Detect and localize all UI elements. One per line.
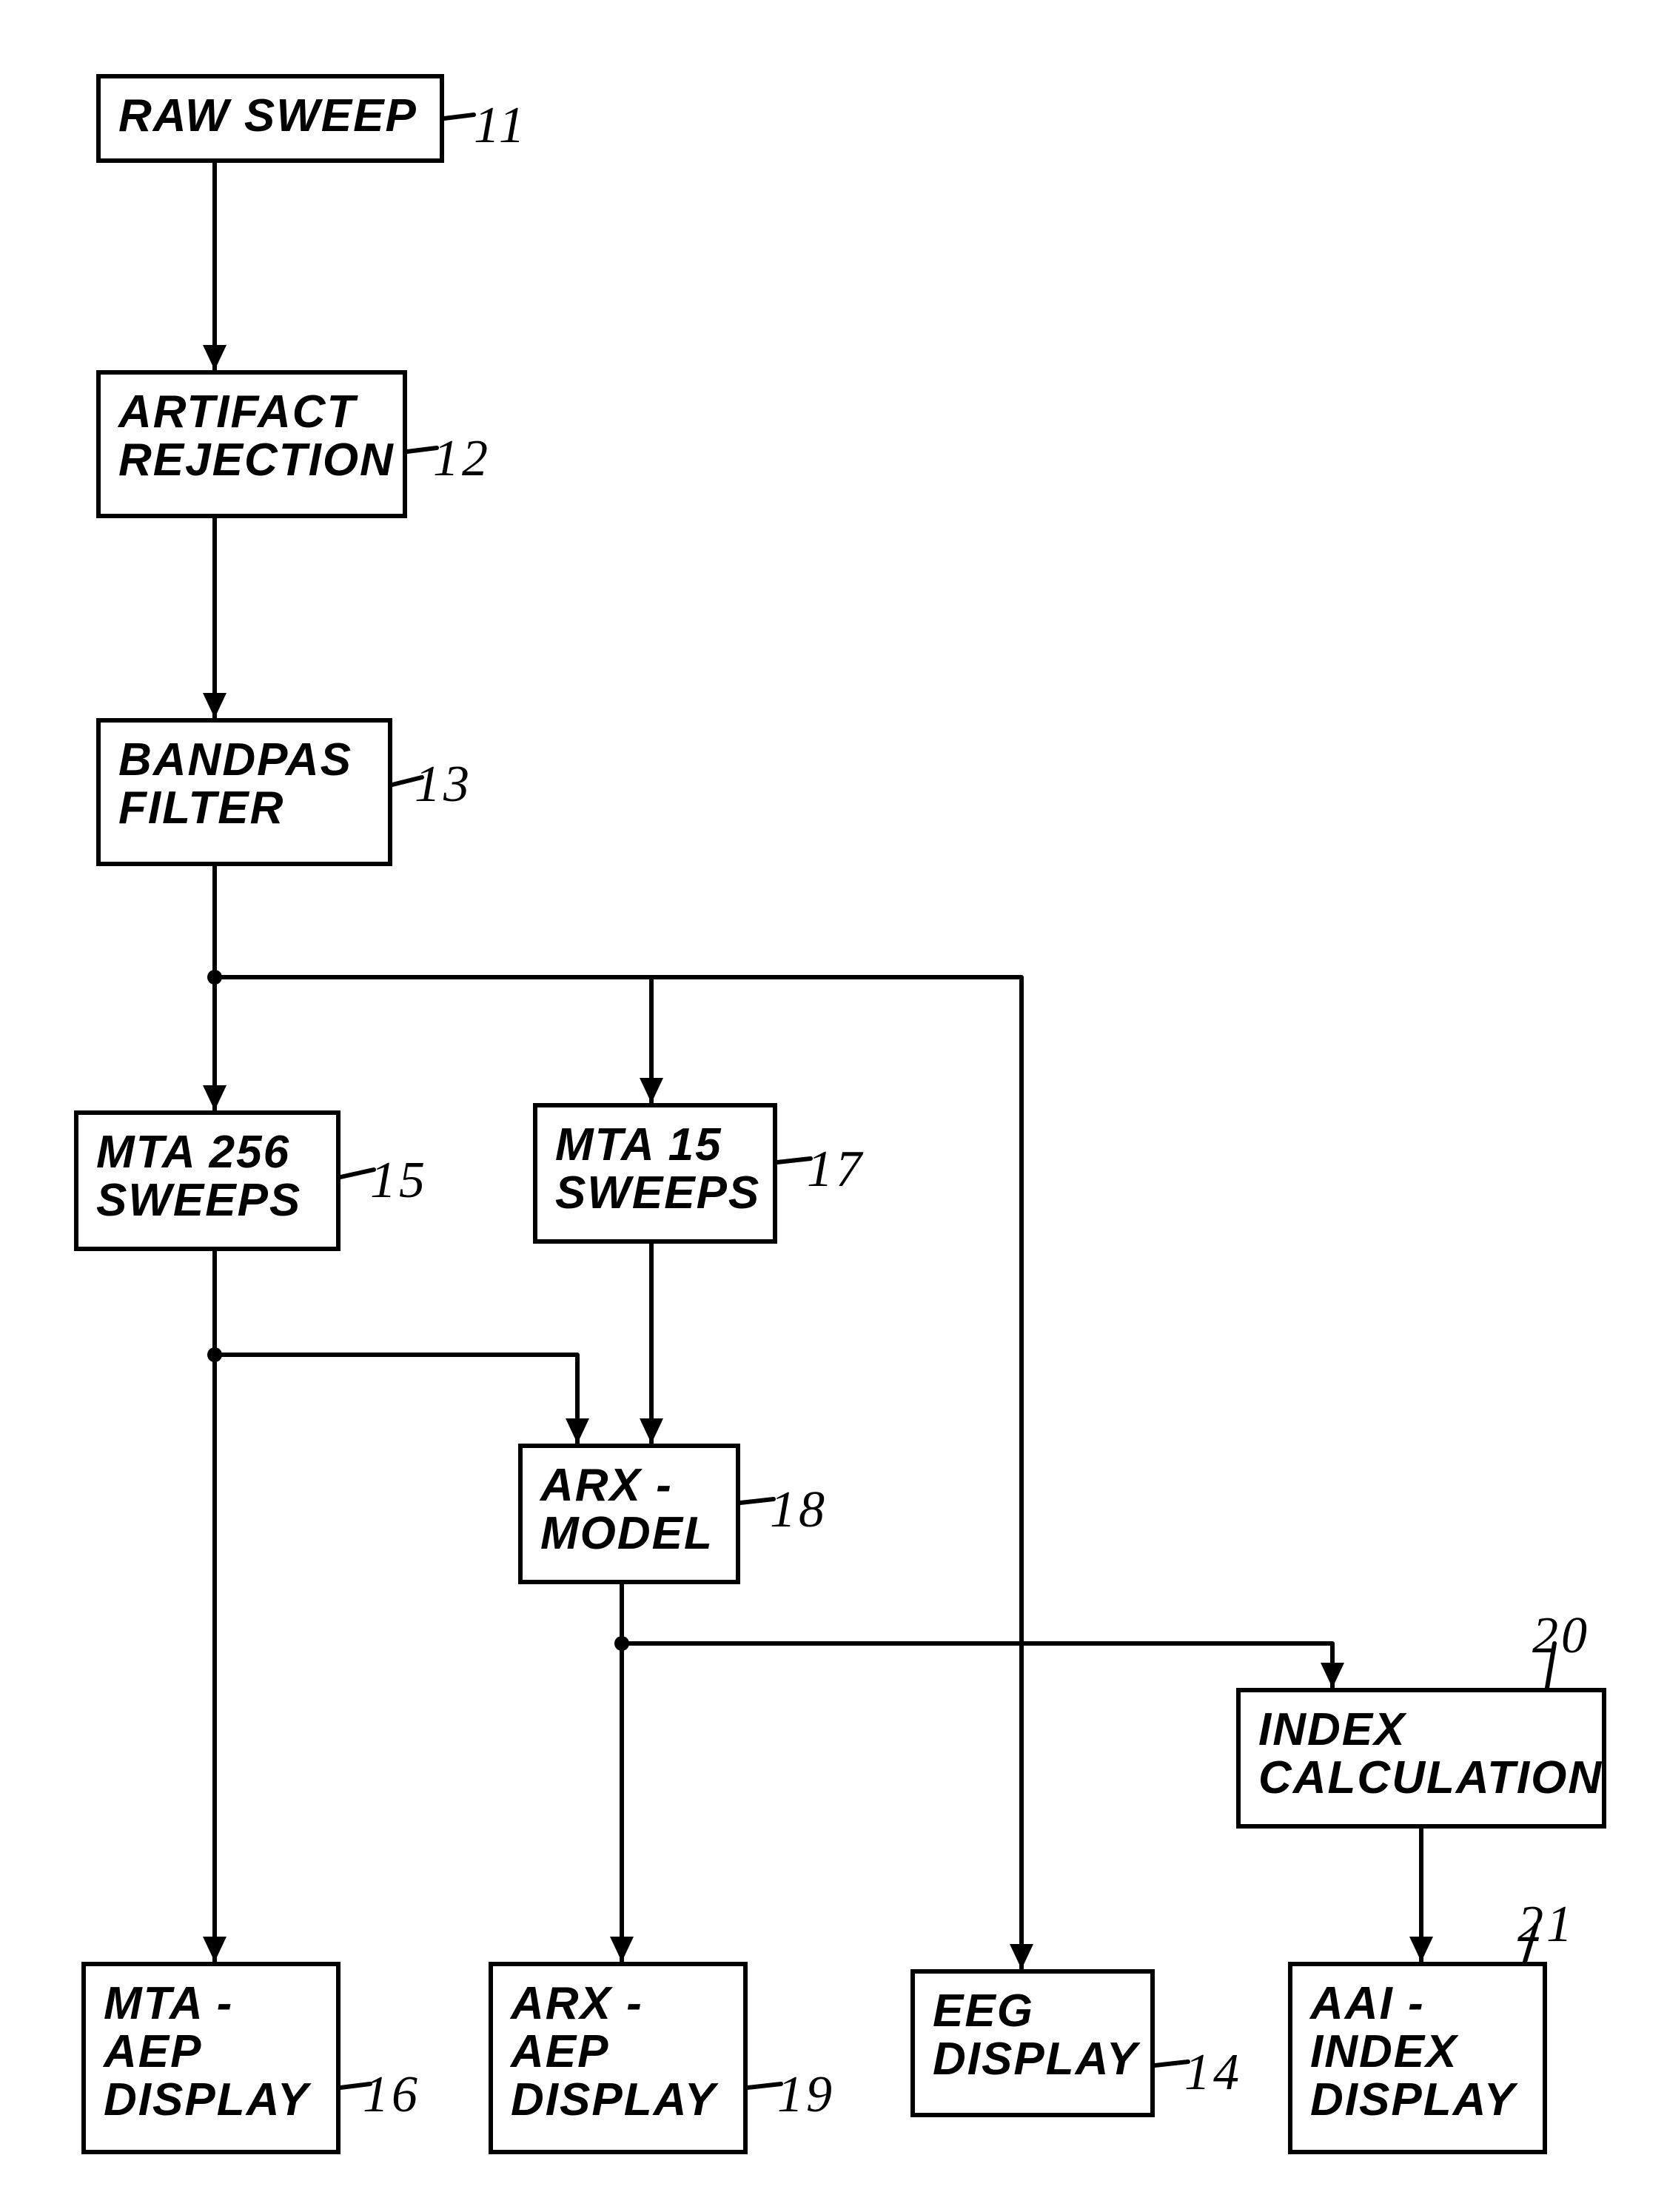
ref-num-16: 16 [363,2065,420,2125]
node-arx-aep-display: ARX - AEP DISPLAY [489,1962,748,2154]
node-index-calculation: INDEX CALCULATION [1236,1688,1606,1829]
ref-num-18: 18 [770,1481,828,1540]
ref-num-13: 13 [415,755,472,814]
node-aai-index-display: AAI - INDEX DISPLAY [1288,1962,1547,2154]
ref-num-11: 11 [474,96,528,155]
node-bandpas-filter: BANDPAS FILTER [96,718,392,866]
ref-num-19: 19 [777,2065,835,2125]
ref-num-17: 17 [807,1140,865,1199]
ref-num-15: 15 [370,1151,428,1210]
ref-num-12: 12 [433,429,491,489]
node-eeg-display: EEG DISPLAY [910,1969,1155,2117]
node-raw-sweep: RAW SWEEP [96,74,444,163]
ref-num-14: 14 [1184,2043,1242,2102]
node-mta-256-sweeps: MTA 256 SWEEPS [74,1110,341,1251]
ref-num-21: 21 [1517,1895,1575,1954]
node-arx-model: ARX - MODEL [518,1444,740,1584]
node-artifact-rejection: ARTIFACT REJECTION [96,370,407,518]
node-mta-15-sweeps: MTA 15 SWEEPS [533,1103,777,1244]
flowchart-edges [0,0,1667,2212]
node-mta-aep-display: MTA - AEP DISPLAY [81,1962,341,2154]
ref-num-20: 20 [1532,1606,1590,1666]
